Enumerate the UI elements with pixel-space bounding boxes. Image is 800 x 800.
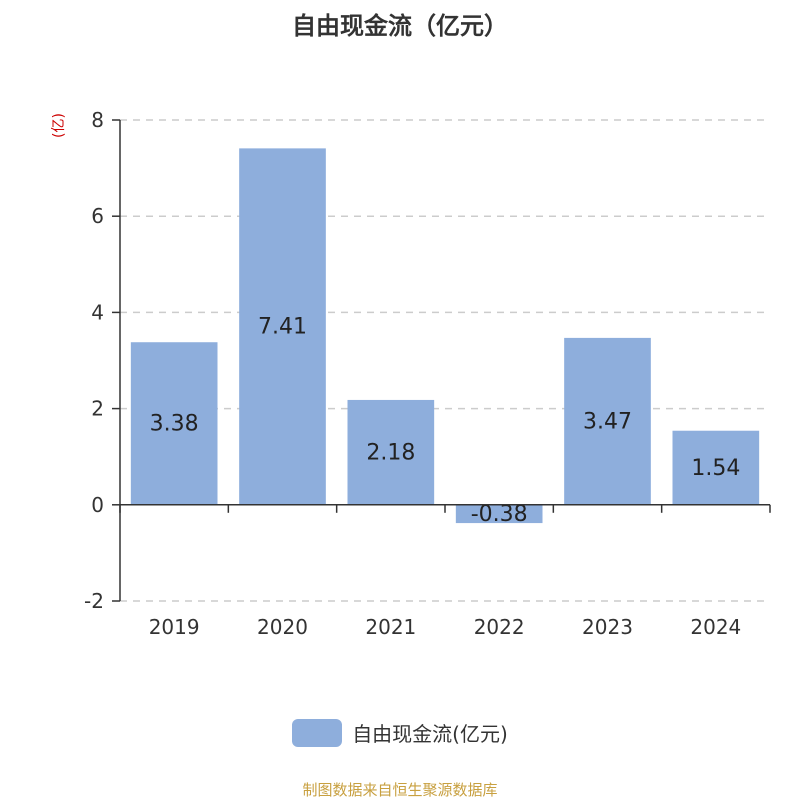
data-label: 3.47 (583, 409, 632, 434)
chart-title: 自由现金流（亿元） (292, 12, 508, 40)
x-tick-label: 2024 (690, 615, 741, 639)
x-tick-label: 2022 (474, 615, 525, 639)
bar (672, 430, 760, 505)
data-label: 3.38 (150, 412, 199, 437)
data-label: 1.54 (691, 456, 740, 481)
bar (347, 399, 435, 505)
y-tick-label: 8 (91, 108, 104, 132)
y-tick-label: 0 (91, 493, 104, 517)
x-tick-label: 2019 (149, 615, 200, 639)
source-note: 制图数据来自恒生聚源数据库 (302, 781, 498, 799)
bar (455, 504, 543, 524)
legend[interactable]: 自由现金流(亿元) (0, 718, 800, 747)
bar (239, 148, 326, 505)
y-tick-label: -2 (84, 589, 104, 613)
x-tick-label: 2020 (257, 615, 308, 639)
y-tick-label: 6 (91, 204, 104, 228)
x-tick-label: 2021 (365, 615, 416, 639)
legend-label: 自由现金流(亿元) (352, 722, 508, 746)
legend-swatch (292, 718, 343, 747)
bar (130, 342, 218, 505)
x-tick-label: 2023 (582, 615, 633, 639)
y-tick-label: 4 (91, 300, 104, 324)
data-label: 7.41 (258, 315, 307, 340)
bar (564, 337, 651, 505)
y-tick-label: 2 (91, 397, 104, 421)
data-label: 2.18 (366, 440, 415, 465)
data-label: -0.38 (471, 502, 528, 527)
